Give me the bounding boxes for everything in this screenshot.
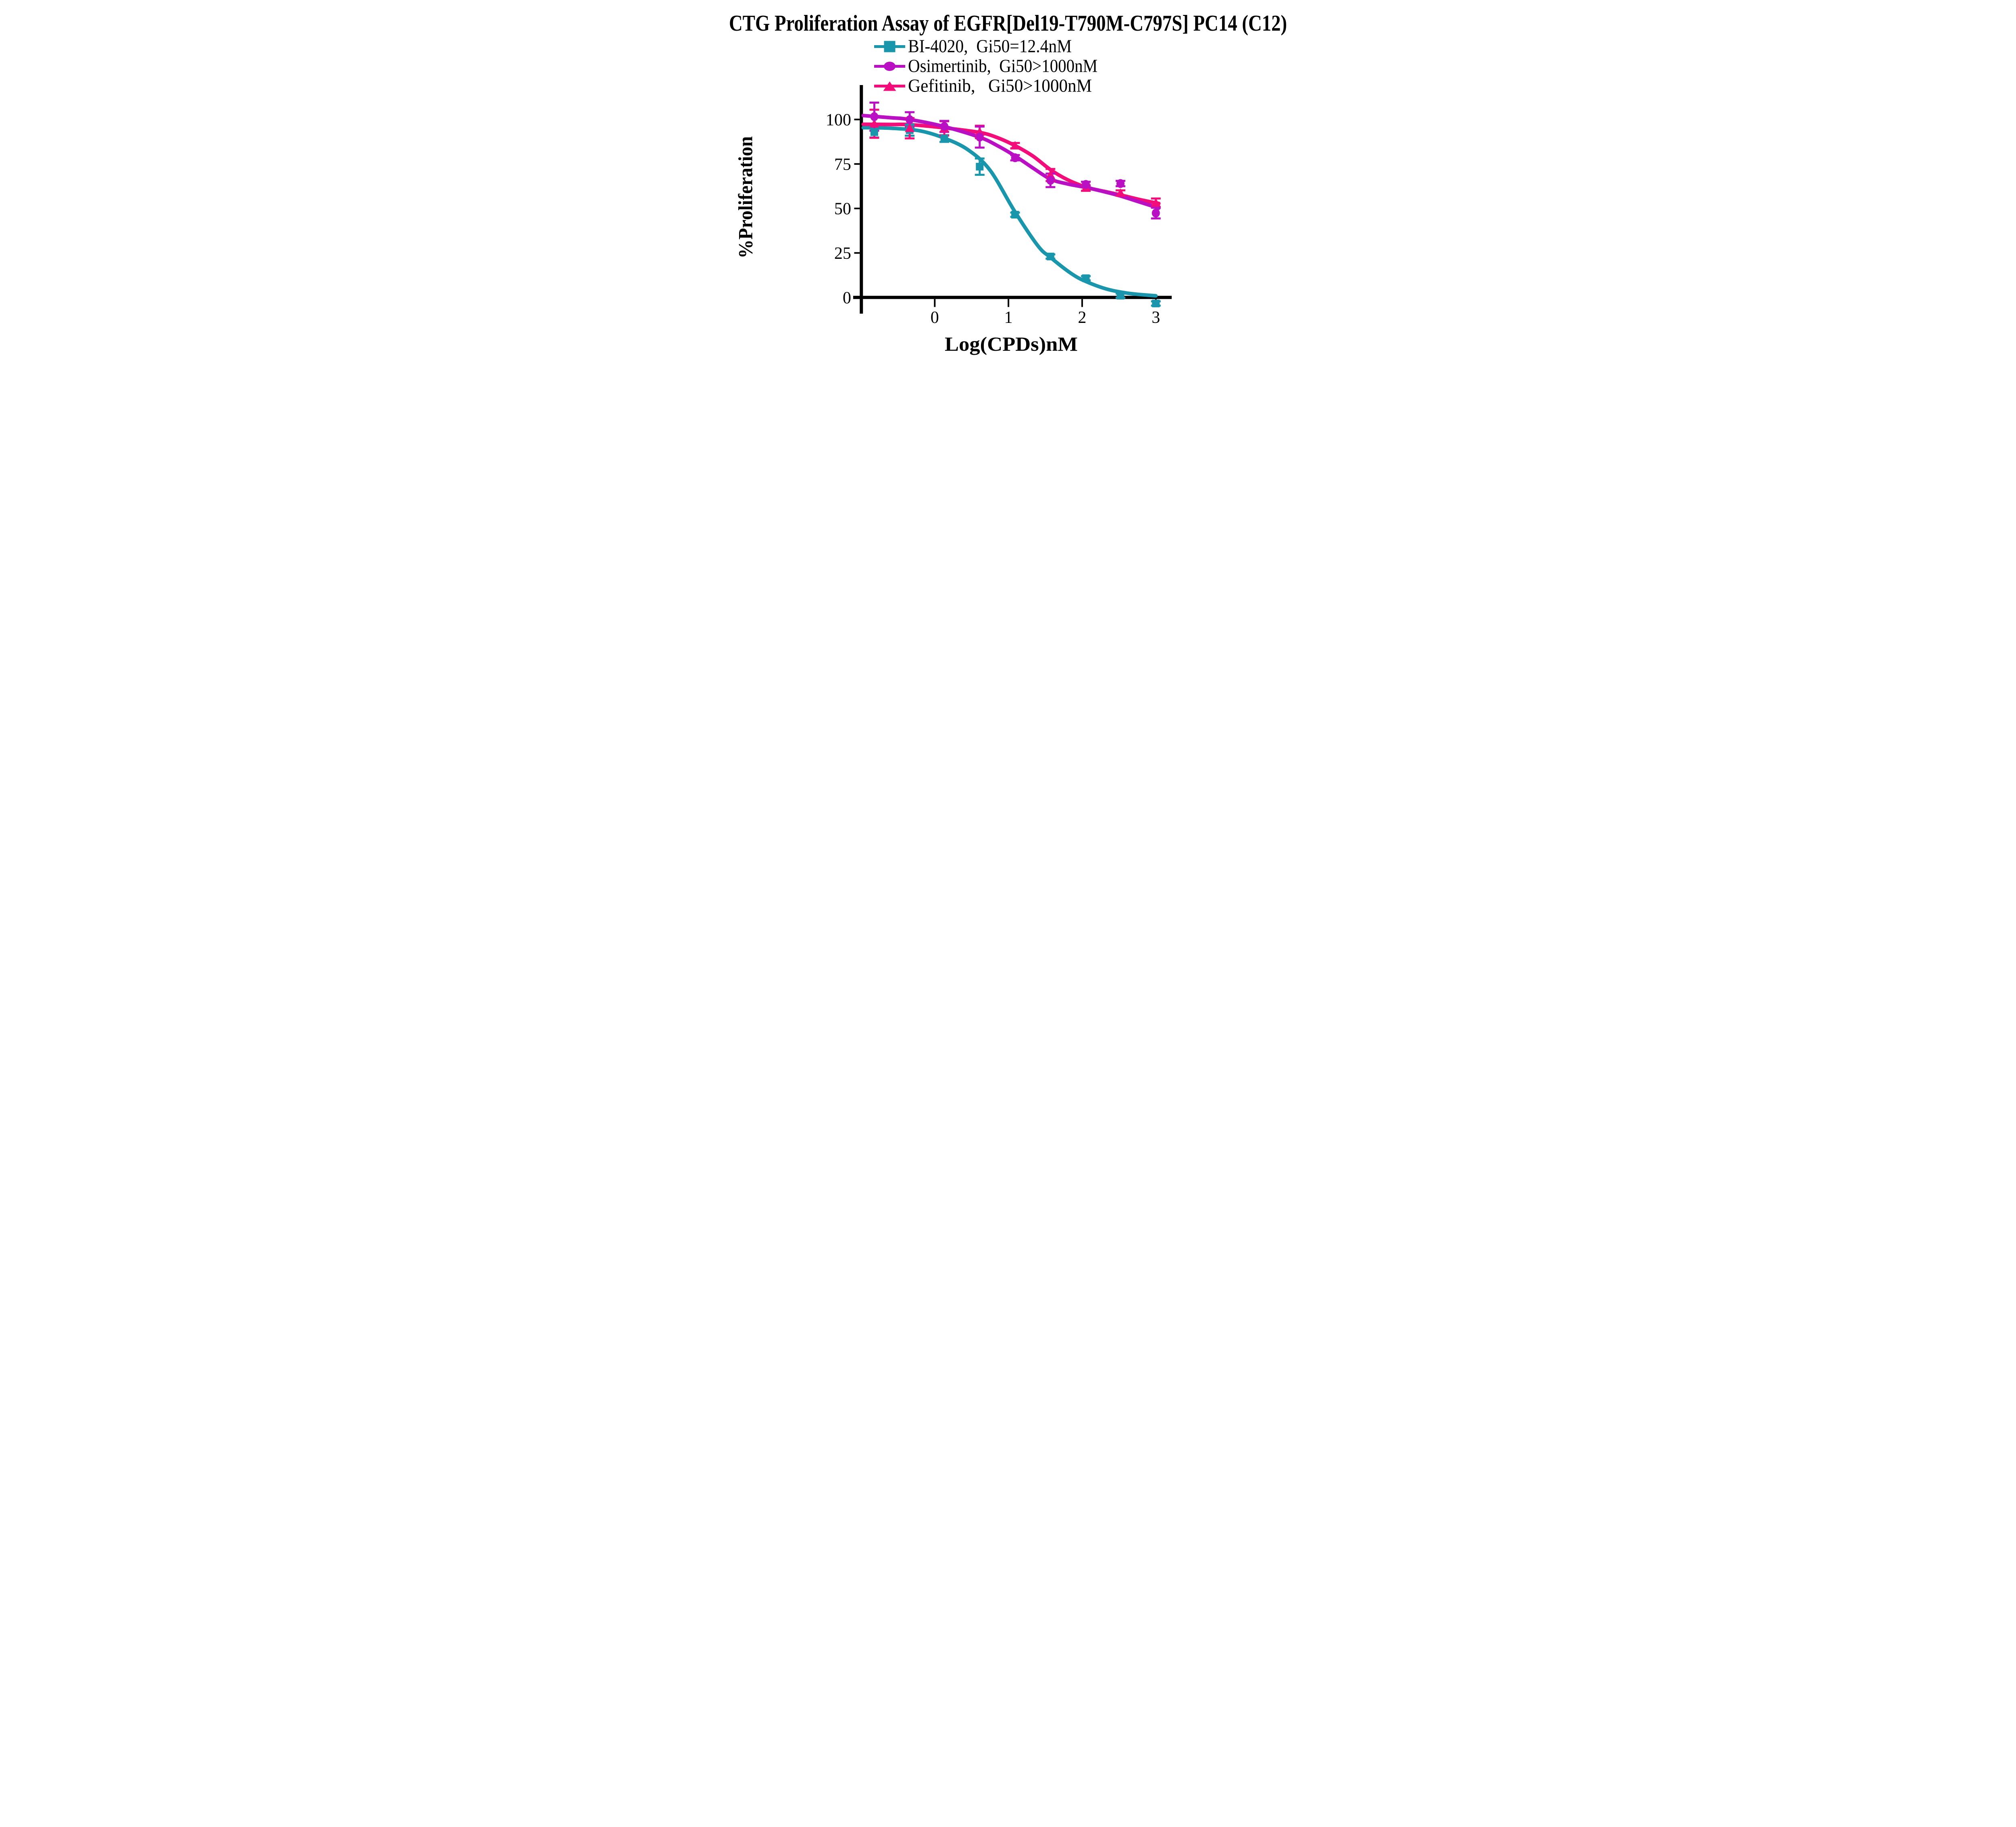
marker-triangle-gefitinib bbox=[1010, 141, 1020, 150]
axes: 0 1 2 3 0 25 50 75 100 bbox=[826, 85, 1172, 327]
x-tick-label: 0 bbox=[931, 308, 939, 327]
x-axis-title: Log(CPDs)nM bbox=[945, 333, 1078, 355]
dose-response-chart: CTG Proliferation Assay of EGFR[Del19-T7… bbox=[729, 11, 1287, 355]
marker-square-bi-4020 bbox=[1152, 300, 1160, 308]
marker-circle-osimertinib bbox=[975, 133, 984, 142]
legend-label-bi-4020: BI-4020, Gi50=12.4nM bbox=[908, 36, 1072, 56]
marker-circle-osimertinib bbox=[1082, 180, 1090, 189]
marker-triangle-gefitinib bbox=[1045, 170, 1056, 179]
marker-circle-osimertinib bbox=[1011, 153, 1019, 162]
y-tick-label: 25 bbox=[834, 244, 851, 263]
legend-item-osimertinib: Osimertinib, Gi50>1000nM bbox=[874, 56, 1098, 76]
marker-square-bi-4020 bbox=[940, 135, 948, 143]
x-tick-label: 1 bbox=[1004, 308, 1013, 327]
marker-triangle-gefitinib bbox=[1115, 188, 1125, 197]
y-tick-label: 50 bbox=[834, 200, 851, 218]
marker-circle-osimertinib bbox=[1152, 208, 1160, 218]
series-plot-area bbox=[861, 101, 1161, 308]
y-axis-title: %Proliferation bbox=[734, 136, 757, 258]
marker-circle-osimertinib bbox=[1116, 179, 1125, 188]
page: CTG Proliferation Assay of EGFR[Del19-T7… bbox=[716, 0, 1300, 365]
marker-triangle-gefitinib bbox=[869, 119, 879, 128]
marker-triangle-gefitinib bbox=[905, 123, 915, 132]
marker-square-bi-4020 bbox=[870, 128, 878, 136]
y-tick-label: 0 bbox=[843, 289, 851, 307]
marker-circle-osimertinib bbox=[1046, 176, 1055, 185]
y-tick-label: 100 bbox=[826, 111, 851, 129]
legend: BI-4020, Gi50=12.4nM Osimertinib, Gi50>1… bbox=[874, 36, 1098, 96]
marker-square-bi-4020 bbox=[1116, 291, 1125, 300]
marker-circle-osimertinib bbox=[906, 115, 914, 124]
marker-circle-osimertinib bbox=[940, 122, 949, 131]
legend-item-bi-4020: BI-4020, Gi50=12.4nM bbox=[874, 36, 1072, 56]
curve-bi-4020 bbox=[861, 126, 1158, 298]
x-tick-label: 3 bbox=[1152, 308, 1160, 327]
chart-title: CTG Proliferation Assay of EGFR[Del19-T7… bbox=[729, 11, 1287, 36]
y-tick-label: 75 bbox=[834, 155, 851, 174]
legend-label-gefitinib: Gefitinib, Gi50>1000nM bbox=[908, 75, 1092, 96]
curve-osimertinib bbox=[861, 114, 1161, 210]
legend-triangle-gefitinib-icon bbox=[883, 81, 896, 91]
legend-circle-osimertinib-icon bbox=[884, 62, 896, 71]
marker-triangle-gefitinib bbox=[1151, 198, 1161, 207]
legend-label-osimertinib: Osimertinib, Gi50>1000nM bbox=[908, 56, 1098, 76]
marker-square-bi-4020 bbox=[976, 162, 984, 171]
legend-item-gefitinib: Gefitinib, Gi50>1000nM bbox=[874, 75, 1092, 96]
marker-square-bi-4020 bbox=[1046, 252, 1054, 260]
x-tick-label: 2 bbox=[1078, 308, 1086, 327]
marker-square-bi-4020 bbox=[1011, 211, 1019, 219]
legend-square-bi-4020-icon bbox=[884, 41, 896, 52]
marker-square-bi-4020 bbox=[1082, 274, 1090, 282]
marker-circle-osimertinib bbox=[870, 112, 879, 121]
